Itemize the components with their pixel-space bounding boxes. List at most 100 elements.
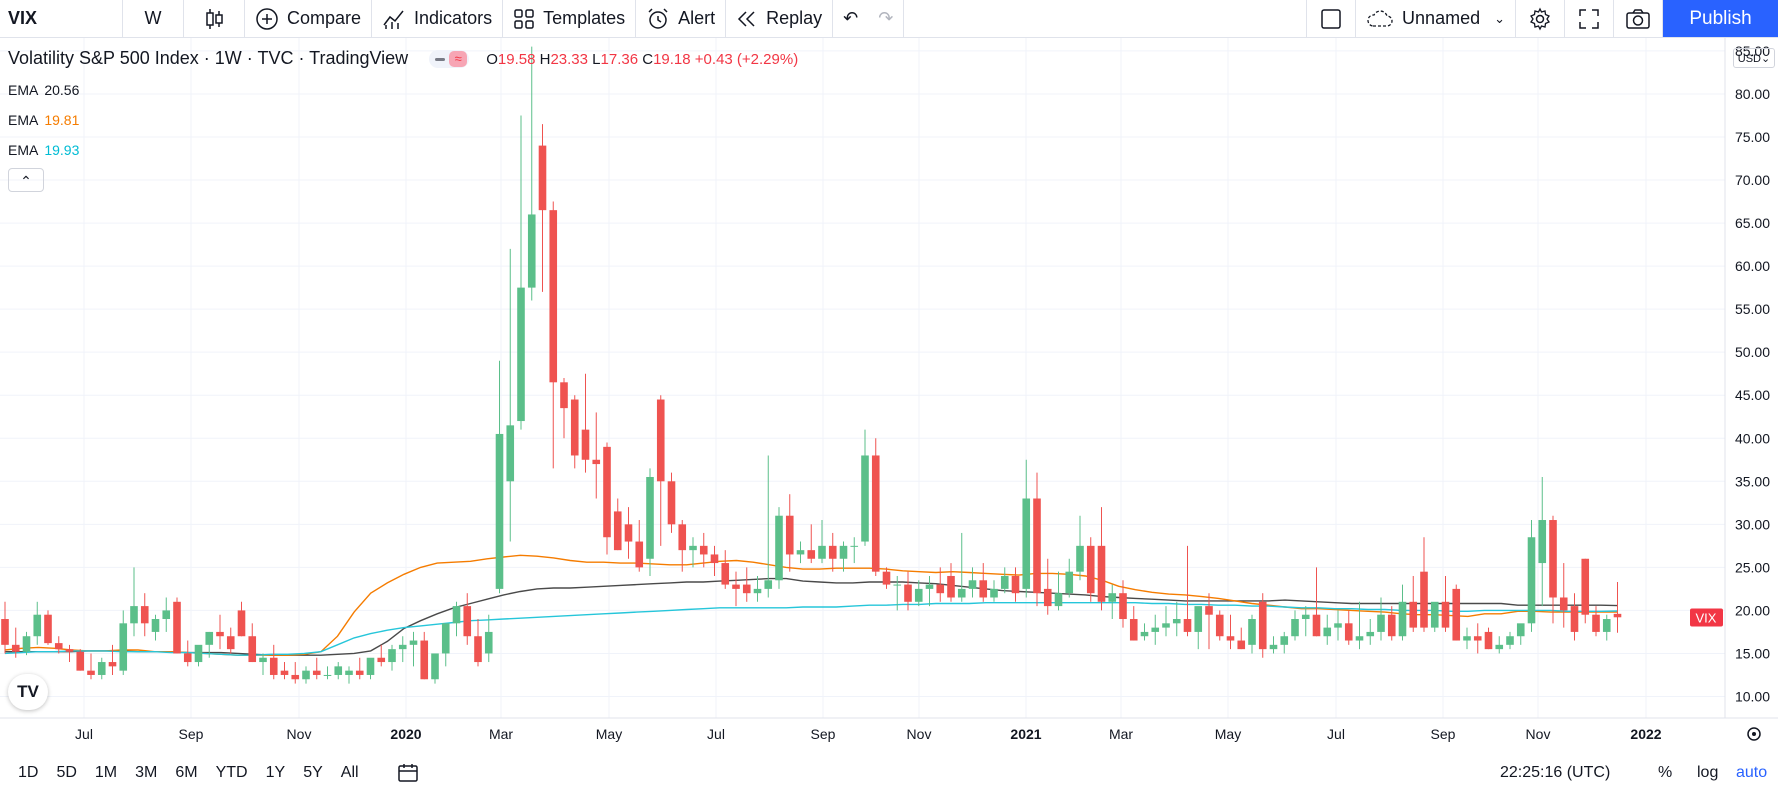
gear-icon [1747,727,1761,741]
candle [1430,601,1439,632]
alert-button[interactable]: Alert [636,0,727,37]
candle [785,494,794,572]
chart-type-button[interactable] [184,0,245,37]
candle [291,662,300,684]
compare-button[interactable]: Compare [245,0,373,37]
time-tick-label: Nov [1526,726,1551,742]
time-tick-label: Jul [75,726,93,742]
range-1d-button[interactable]: 1D [18,763,39,781]
range-ytd-button[interactable]: YTD [215,763,248,781]
candle [807,524,816,564]
candle-body [1022,498,1031,589]
candle-body [710,554,719,564]
time-tick-label: Nov [907,726,932,742]
undo-button[interactable]: ↶ [833,0,868,37]
replay-button[interactable]: Replay [726,0,834,37]
candle [1011,567,1020,602]
candle-body [420,640,429,680]
candle-body [613,511,622,551]
log-scale-toggle[interactable]: log [1697,764,1719,781]
range-1y-button[interactable]: 1Y [265,763,286,781]
settings-button[interactable] [1516,0,1565,37]
candle [1172,601,1181,637]
candle [603,442,611,555]
price-tick-label: 25.00 [1735,559,1770,575]
candle [11,627,20,658]
candle-body [517,287,525,422]
candle-body [1441,601,1450,628]
legend-toggle[interactable]: ≈ [429,50,470,69]
time-tick-label: Sep [1431,726,1456,742]
ema-legend-1[interactable]: EMA 20.56 [8,82,79,98]
undo-icon: ↶ [843,8,859,28]
candle [334,662,343,680]
candle [65,644,74,663]
snapshot-button[interactable] [1614,0,1663,37]
candle [1194,606,1203,650]
range-3m-button[interactable]: 3M [135,763,158,781]
candle-body [1097,545,1106,602]
candle-body [1398,601,1407,637]
candle-body [44,614,52,644]
axis-settings-button[interactable] [1747,727,1761,741]
candle [1086,537,1095,602]
candle-body [1409,601,1418,628]
candle-body [345,670,353,675]
candle-body [1366,631,1375,637]
auto-scale-toggle[interactable]: auto [1736,764,1768,781]
range-6m-button[interactable]: 6M [175,763,198,781]
range-5y-button[interactable]: 5Y [303,763,323,781]
percent-scale-toggle[interactable]: % [1658,764,1673,781]
candle-body [1538,520,1547,564]
candle [1398,584,1407,641]
candle [463,593,472,645]
interval-button[interactable]: W [123,0,184,37]
templates-button[interactable]: Templates [503,0,637,37]
candle [1215,610,1224,641]
range-1m-button[interactable]: 1M [94,763,118,781]
candle [87,653,95,680]
fullscreen-select-button[interactable] [1307,0,1357,37]
price-tick-label: 20.00 [1735,602,1770,618]
candle [1549,515,1557,624]
ema-legend-2[interactable]: EMA 19.81 [8,112,79,128]
candle [914,580,923,607]
candle-body [1000,575,1009,589]
time-tick-label: May [596,726,622,742]
candle [495,360,504,594]
candle-body [979,580,988,598]
publish-button[interactable]: Publish [1663,0,1778,37]
symbol-search-button[interactable]: VIX [0,0,123,37]
layout-name-button[interactable]: Unnamed ⌄ [1356,0,1516,37]
candle-body [850,545,859,547]
calendar-goto-icon[interactable] [397,763,419,783]
candle-body [1280,636,1289,645]
candle-body [323,674,332,676]
candle-body [1377,614,1385,632]
series-title[interactable]: Volatility S&P 500 Index · 1W · TVC · Tr… [8,48,409,68]
ema-legend-3[interactable]: EMA 19.93 [8,142,79,158]
range-all-button[interactable]: All [340,763,359,781]
candle-body [1495,644,1504,650]
tradingview-logo[interactable]: TV [8,674,48,710]
utc-clock[interactable]: 22:25:16 (UTC) [1500,764,1611,781]
redo-button[interactable]: ↷ [868,0,905,37]
candle [624,507,633,559]
high-value: 23.33 [550,51,588,68]
candle-body [968,580,977,589]
candle [269,644,278,680]
close-value: 19.18 [653,51,691,68]
range-5d-button[interactable]: 5D [56,763,77,781]
currency-button[interactable]: USD⌄ [1733,48,1775,68]
candle-body [1312,614,1321,637]
candle [44,610,52,645]
indicators-button[interactable]: Indicators [372,0,504,37]
fullscreen-button[interactable] [1565,0,1614,37]
candle [828,532,837,572]
candle-body [732,584,740,589]
candle-body [506,425,515,482]
time-tick-label: Mar [489,726,513,742]
collapse-legend-button[interactable]: ⌃ [8,168,44,192]
candle [689,537,697,568]
